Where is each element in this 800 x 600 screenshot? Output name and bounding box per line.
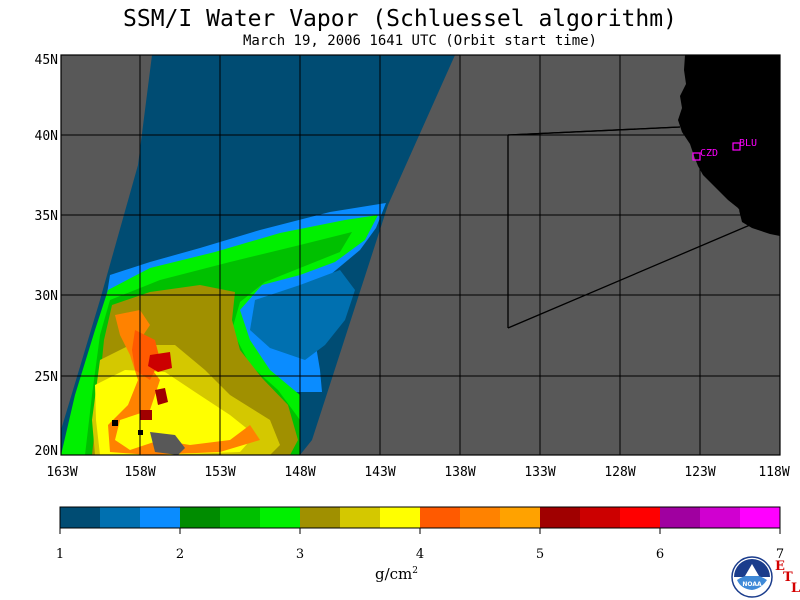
lon-label: 118W [758, 465, 789, 480]
lat-label: 30N [35, 289, 58, 304]
station-czd: CZD [692, 148, 718, 161]
lat-label: 45N [35, 53, 58, 68]
colorbar-swatch [100, 507, 141, 528]
wv-band-5-b [155, 388, 168, 405]
colorbar-tick-label: 3 [296, 547, 304, 562]
colorbar-swatch [540, 507, 581, 528]
lon-label: 158W [124, 465, 155, 480]
colorbar-tick-label: 5 [536, 547, 544, 562]
station-marker-czd [692, 152, 701, 161]
wv-band-4-5 [108, 310, 260, 455]
station-label-blu: BLU [739, 138, 757, 149]
colorbar-swatch [340, 507, 381, 528]
colorbar-tick-label: 2 [176, 547, 184, 562]
colorbar-ticks: 1 2 3 4 5 6 7 [56, 528, 784, 562]
colorbar-tick-label: 4 [416, 547, 424, 562]
colorbar-tick-label: 6 [656, 547, 664, 562]
colorbar-swatch [220, 507, 261, 528]
noaa-logo-text: NOAA [742, 581, 762, 588]
colorbar-swatch [700, 507, 741, 528]
wv-band-1-3 [250, 270, 355, 360]
colorbar-tick-label: 7 [776, 547, 784, 562]
lat-label: 35N [35, 209, 58, 224]
etl-letter-l: L [791, 581, 800, 596]
lat-labels: 45N 40N 35N 30N 25N 20N [35, 53, 58, 459]
colorbar-swatch [620, 507, 661, 528]
lon-labels: 163W 158W 153W 148W 143W 138W 133W 128W … [46, 465, 789, 480]
lon-label: 143W [364, 465, 395, 480]
wv-band-5-c [140, 410, 152, 420]
land-strip [739, 210, 780, 236]
map-frame [60, 54, 781, 456]
lon-label: 163W [46, 465, 77, 480]
colorbar-swatch [60, 507, 101, 528]
noaa-logo: NOAA [731, 556, 773, 598]
colorbar-swatch [180, 507, 221, 528]
land-mass [678, 55, 780, 236]
colorbar-swatch [380, 507, 421, 528]
missing-data-spot-2 [112, 420, 118, 426]
colorbar-swatch [500, 507, 541, 528]
station-marker-blu [732, 142, 741, 151]
colorbar-swatch [300, 507, 341, 528]
colorbar-swatch [140, 507, 181, 528]
lon-label: 123W [684, 465, 715, 480]
lon-label: 138W [444, 465, 475, 480]
map-title: SSM/I Water Vapor (Schluessel algorithm) [123, 6, 677, 32]
lat-label: 20N [35, 444, 58, 459]
colorbar-swatch [740, 507, 781, 528]
lon-label: 148W [284, 465, 315, 480]
lat-label: 25N [35, 370, 58, 385]
etl-letter-t: T [783, 570, 793, 585]
colorbar-unit: g/cm2 [375, 565, 419, 583]
wv-band-5 [148, 352, 172, 372]
colorbar-swatch [460, 507, 501, 528]
etl-letter-e: E [775, 559, 785, 574]
station-label-czd: CZD [700, 148, 718, 159]
colorbar-swatch [420, 507, 461, 528]
missing-data-spot [150, 432, 185, 455]
colorbar-tick-label: 1 [56, 547, 64, 562]
map-graticule [61, 55, 780, 455]
map-subtitle: March 19, 2006 1641 UTC (Orbit start tim… [242, 33, 597, 49]
lon-label: 128W [604, 465, 635, 480]
station-blu: BLU [732, 138, 757, 151]
lon-label: 133W [524, 465, 555, 480]
colorbar-swatch [580, 507, 621, 528]
lat-label: 40N [35, 129, 58, 144]
colorbar [60, 507, 781, 528]
colorbar-swatch [260, 507, 301, 528]
lon-label: 153W [204, 465, 235, 480]
colorbar-swatch [660, 507, 701, 528]
